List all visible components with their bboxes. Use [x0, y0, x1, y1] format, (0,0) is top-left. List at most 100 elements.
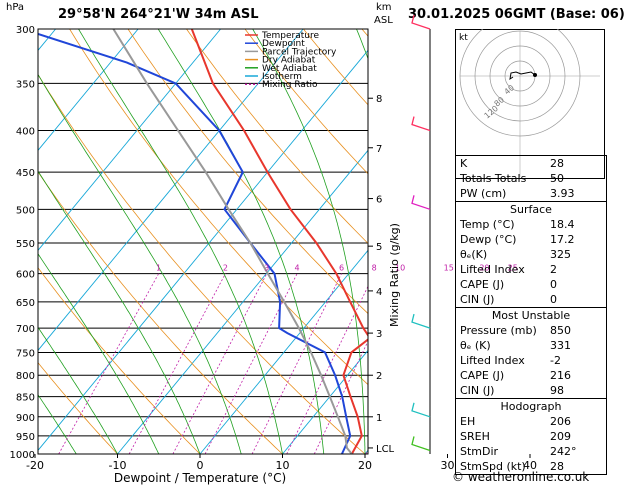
legend-entry: Wet Adiabat: [262, 64, 317, 74]
x-tick-label: 40: [523, 459, 537, 472]
most-unstable-label: Pressure (mb): [460, 324, 537, 337]
surface-row: CIN (J) 0: [456, 292, 606, 307]
surface-row: CAPE (J) 0: [456, 277, 606, 292]
hodograph-row: StmDir 242°: [456, 444, 606, 459]
index-row: PW (cm) 3.93: [456, 186, 606, 201]
pressure-tick-label: 900: [16, 413, 35, 424]
wind-barb-icon: [411, 436, 431, 452]
parcel-trajectory-line: [112, 29, 353, 454]
hodograph-label: StmSpd (kt): [460, 460, 526, 473]
legend-entry: Parcel Trajectory: [262, 47, 337, 57]
pressure-tick-label: 1000: [10, 450, 35, 461]
most-unstable-title: Most Unstable: [491, 309, 571, 322]
dry-adiabat-line: [38, 171, 283, 454]
most-unstable-row: CAPE (J) 216: [456, 368, 606, 383]
most-unstable-label: CAPE (J): [460, 369, 505, 382]
km-axis-unit: km: [376, 2, 392, 13]
most-unstable-row: Pressure (mb) 850: [456, 323, 606, 338]
mixing-ratio-label: 8: [372, 264, 377, 273]
x-tick-label: 10: [276, 459, 290, 472]
indices-table: K 28 Totals Totals 50 PW (cm) 3.93 Surface Te…: [455, 155, 607, 475]
pressure-tick-label: 600: [16, 270, 35, 281]
mixing-ratio-label: 1: [156, 264, 161, 273]
pressure-tick-label: 450: [16, 168, 35, 179]
most-unstable-value: 850: [550, 324, 571, 337]
hpa-axis-unit: hPa: [6, 2, 25, 13]
wet-adiabat-line: [78, 29, 283, 454]
surface-value: 0: [550, 293, 557, 306]
pressure-tick-label: 800: [16, 371, 35, 382]
surface-row: Dewp (°C) 17.2: [456, 232, 606, 247]
km-tick-label: 7: [376, 144, 382, 155]
surface-label: Dewp (°C): [460, 233, 517, 246]
wet-adiabat-line: [356, 29, 368, 60]
surface-row: θₑ(K) 325: [456, 247, 606, 262]
wet-adiabat-line: [252, 29, 366, 454]
mixing-ratio-line: [58, 273, 159, 454]
legend-entry: Temperature: [261, 31, 319, 41]
most-unstable-label: CIN (J): [460, 384, 495, 397]
isotherm-line: [199, 249, 368, 454]
most-unstable-row: θₑ (K) 331: [456, 338, 606, 353]
hodograph-table-title: Hodograph: [500, 400, 562, 413]
surface-label: CIN (J): [460, 293, 495, 306]
hodograph-value: 28: [550, 460, 564, 473]
legend-entry: Isotherm: [262, 72, 302, 82]
mixing-ratio-label: 3: [264, 264, 269, 273]
hodograph-value: 242°: [550, 445, 577, 458]
km-tick-label: 1: [376, 413, 382, 424]
km-tick-label: 6: [376, 195, 382, 206]
hodograph-endpoint: [533, 73, 537, 77]
hodograph-label: EH: [460, 415, 476, 428]
dry-adiabat-line: [38, 267, 201, 454]
wet-adiabat-line: [38, 170, 201, 454]
surface-value: 2: [550, 263, 557, 276]
isotherm-line: [282, 349, 368, 454]
temperature-line: [190, 29, 368, 454]
index-label: PW (cm): [460, 187, 507, 200]
mixing-ratio-label: 6: [339, 264, 344, 273]
km-tick-label: 4: [376, 287, 382, 298]
credit-label: © weatheronline.co.uk: [452, 470, 590, 484]
index-value: 28: [550, 157, 564, 170]
pressure-tick-label: 950: [16, 432, 35, 443]
hodograph-row: SREH 209: [456, 429, 606, 444]
pressure-tick-label: 850: [16, 393, 35, 404]
wind-barb-icon: [411, 116, 431, 132]
mixing-ratio-line: [251, 273, 342, 454]
hodograph-row: StmSpd (kt) 28: [456, 459, 606, 474]
hodograph-unit: kt: [459, 33, 468, 43]
most-unstable-label: θₑ (K): [460, 339, 491, 352]
x-axis-label: Dewpoint / Temperature (°C): [114, 471, 286, 485]
surface-title: Surface: [510, 203, 552, 216]
isotherm-line: [117, 149, 368, 454]
isotherm-line: [38, 29, 221, 252]
mixing-ratio-line: [204, 273, 298, 454]
surface-label: Lifted Index: [460, 263, 525, 276]
dry-adiabat-line: [38, 361, 118, 454]
dewpoint-line: [38, 32, 352, 454]
wind-barb-icon: [411, 195, 431, 210]
most-unstable-row: Lifted Index -2: [456, 353, 606, 368]
pressure-tick-label: 550: [16, 239, 35, 250]
mixing-ratio-label: 4: [295, 264, 300, 273]
mixing-ratio-label: 15: [444, 264, 454, 273]
surface-value: 17.2: [550, 233, 575, 246]
wet-adiabat-line: [38, 394, 77, 454]
wet-adiabat-line: [38, 253, 160, 454]
x-tick-label: 30: [441, 459, 455, 472]
most-unstable-value: -2: [550, 354, 561, 367]
legend-entry: Dry Adiabat: [262, 56, 316, 66]
index-label: K: [460, 157, 468, 170]
dry-adiabat-line: [244, 29, 368, 175]
legend-entry: Dewpoint: [262, 39, 305, 49]
dry-adiabat-line: [69, 29, 368, 386]
most-unstable-value: 216: [550, 369, 571, 382]
surface-row: Lifted Index 2: [456, 262, 606, 277]
hodograph-value: 206: [550, 415, 571, 428]
x-tick-label: -10: [109, 459, 127, 472]
mixing-ratio-line: [128, 273, 226, 454]
most-unstable-value: 331: [550, 339, 571, 352]
mixing-ratio-line: [313, 340, 368, 454]
